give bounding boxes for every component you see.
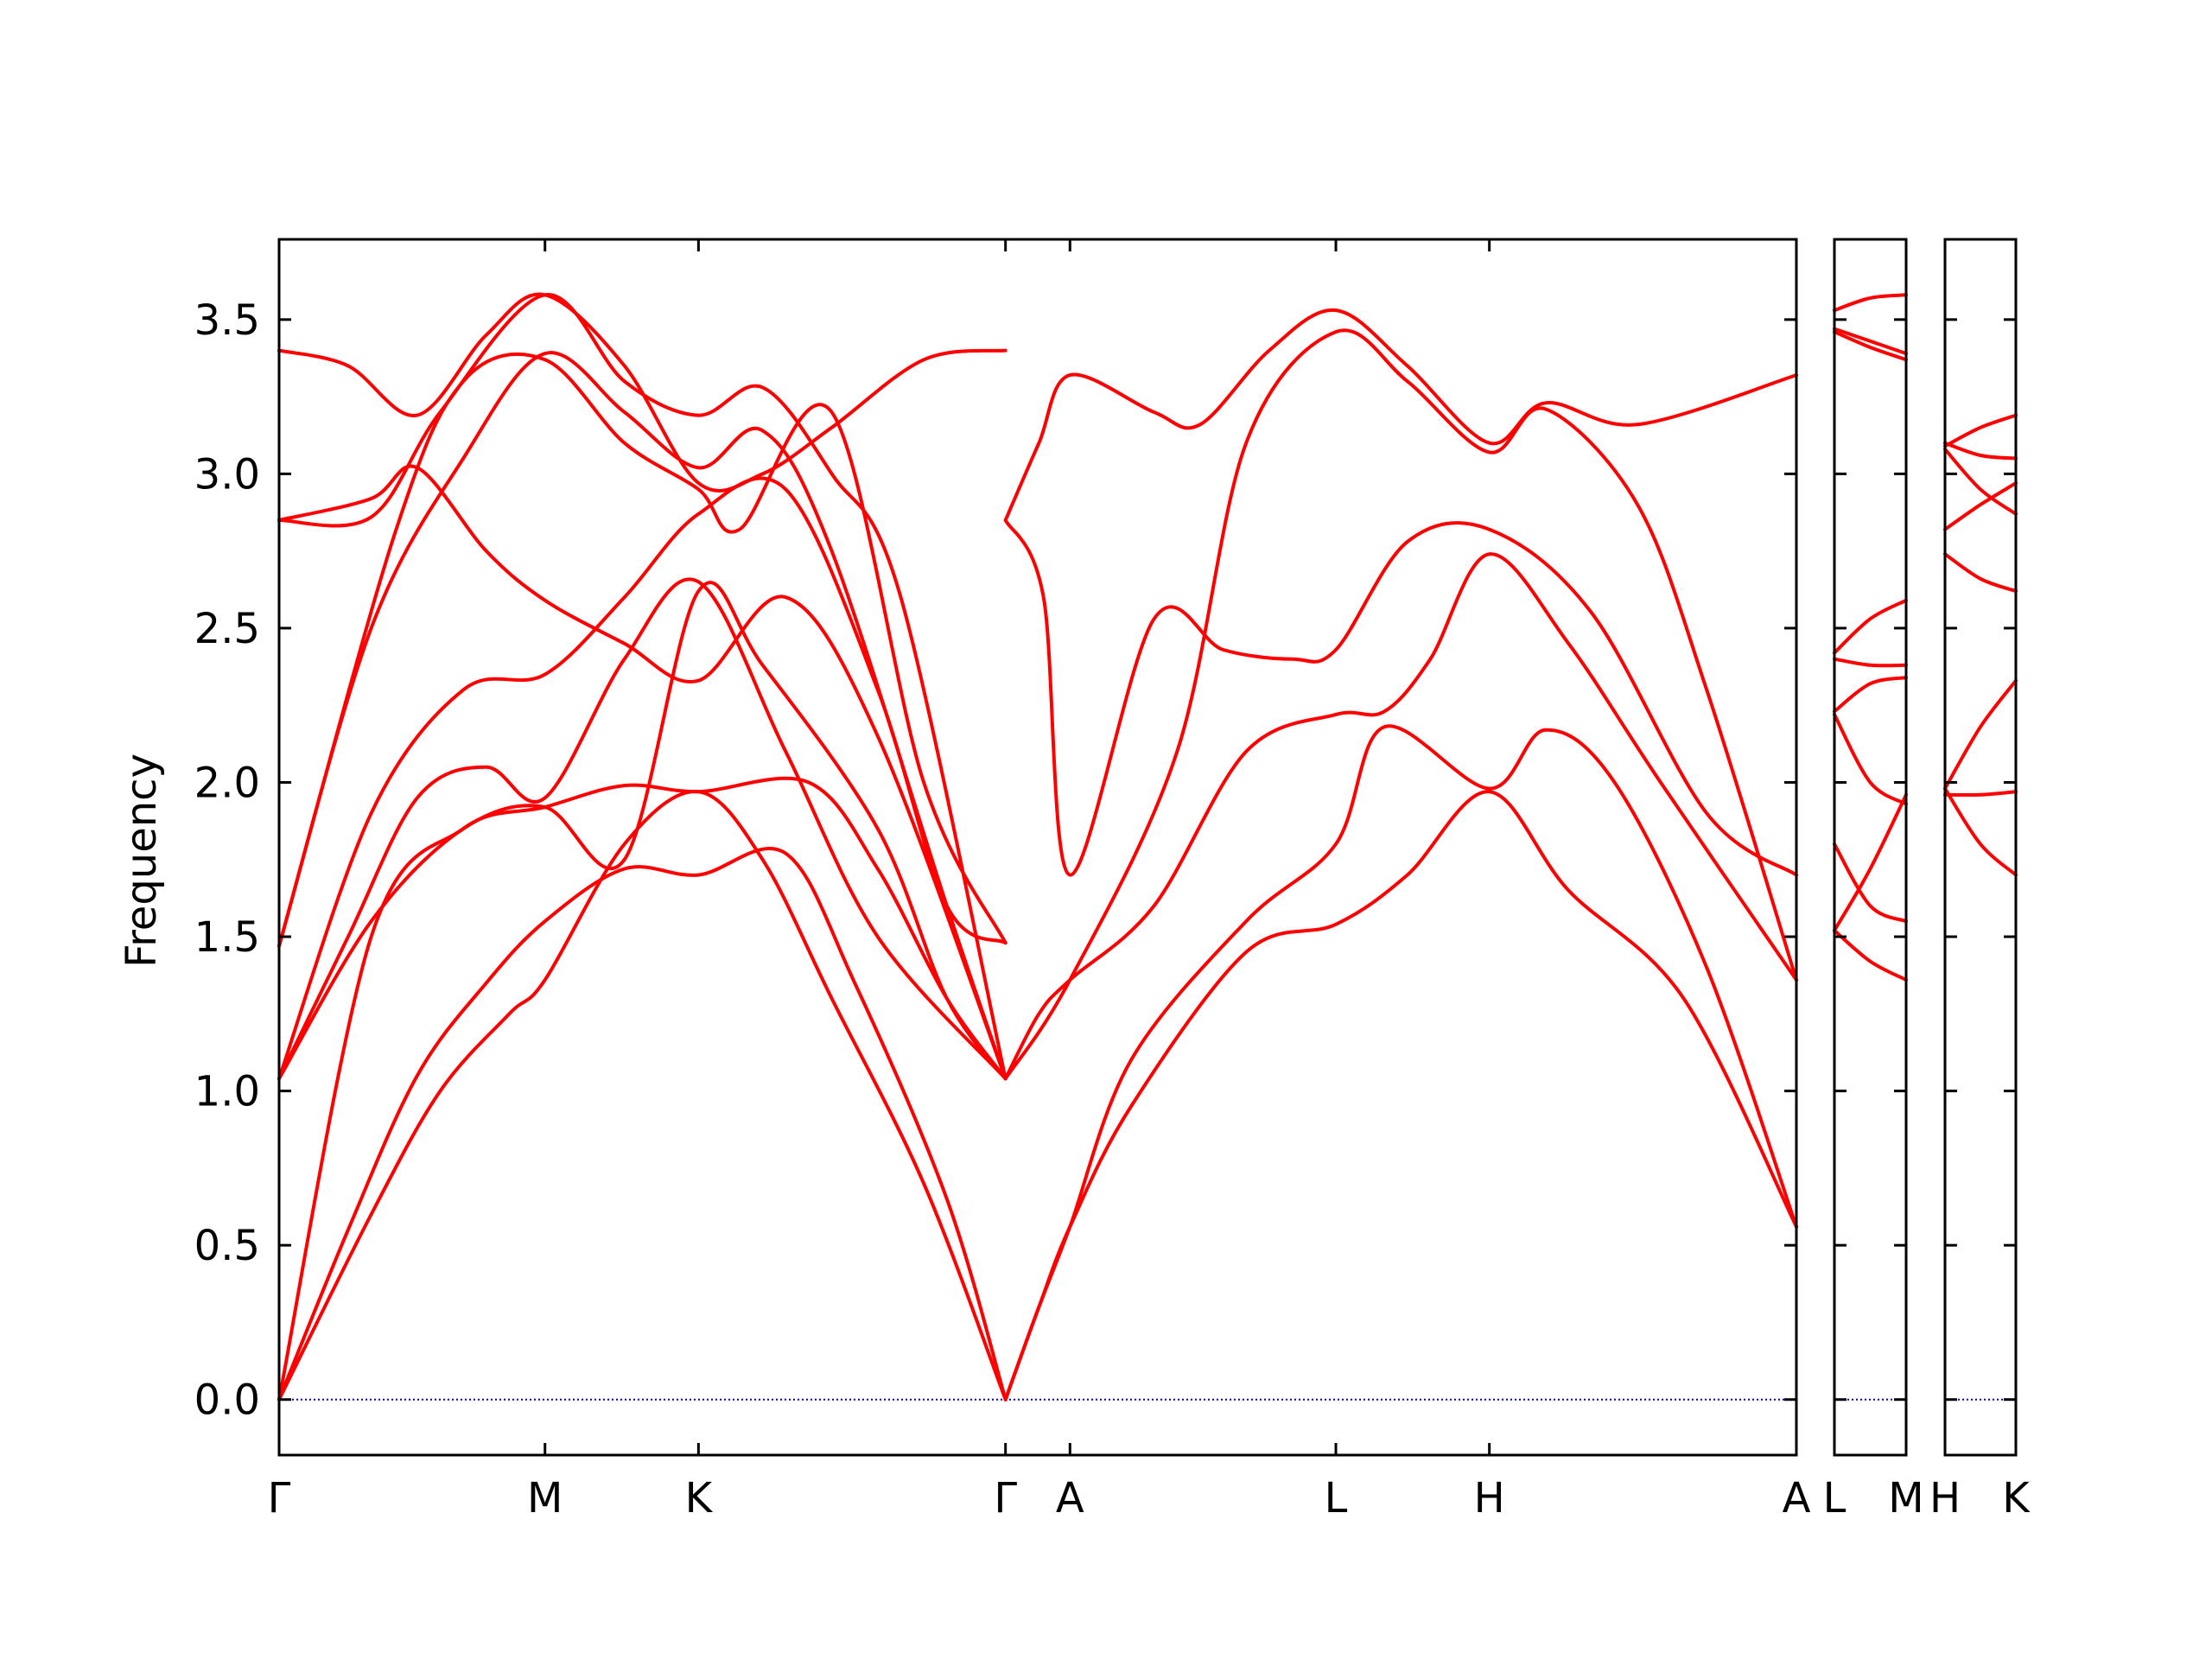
y-tick-label: 2.0 [194,760,260,808]
band-line-9 [1833,327,1908,356]
band-line-1 [277,790,1007,1402]
y-tick-label: 0.0 [194,1376,260,1425]
x-tick-label: H [1474,1474,1505,1522]
band-line-4 [1943,552,2018,594]
band-line-7 [1833,598,1908,655]
band-line-2 [1943,786,2018,877]
band-line-10 [277,293,1007,1081]
y-tick-label: 1.0 [194,1068,260,1116]
x-tick-label: A [1783,1474,1811,1522]
band-line-1 [1943,790,2018,798]
band-line-6 [1833,657,1908,668]
x-tick-label: L [1823,1474,1847,1522]
band-line-3 [277,776,1007,1402]
panel-frame [1833,238,1908,1457]
band-line-5 [1833,676,1908,714]
band-line-7 [1943,441,2018,461]
band-line-11 [277,292,1007,493]
band-line-7 [277,352,1007,948]
y-tick-label: 3.5 [194,296,260,345]
band-line-13 [1003,552,1798,1081]
band-line-2 [277,847,1007,1402]
x-tick-label: M [1888,1474,1923,1522]
panel-frame [1943,238,2018,1457]
panel-frame [277,238,1798,1457]
band-line-14 [1003,724,1798,1402]
band-line-15 [1003,790,1798,1402]
x-tick-label: A [1056,1474,1084,1522]
band-line-4 [277,581,1007,1081]
y-tick-label: 0.5 [194,1222,260,1270]
plot-layer: 0.00.51.01.52.02.53.03.5Γ M K Γ A L H A L M H K [194,238,2031,1522]
x-tick-label: Γ [994,1474,1017,1522]
x-tick-label: K [685,1474,714,1522]
band-line-10 [1833,293,1908,313]
band-line-3 [1943,678,2018,791]
band-line-6 [1943,447,2018,516]
band-line-8 [1833,330,1908,362]
band-line-3 [1833,842,1908,924]
x-tick-label: H [1929,1474,1961,1522]
x-tick-label: K [2002,1474,2031,1522]
x-tick-label: Γ [268,1474,291,1522]
band-line-5 [1943,481,2018,531]
band-line-5 [277,577,1007,1081]
band-line-4 [1833,712,1908,806]
band-line-16 [1003,308,1798,522]
y-axis-label: Frequency [118,753,166,968]
x-tick-label: L [1325,1474,1348,1522]
y-tick-label: 1.5 [194,913,260,962]
panel-main: 0.00.51.01.52.02.53.03.5Γ M K Γ A L H A [194,238,1811,1522]
band-line-17 [1003,328,1798,1081]
band-line-1 [1833,792,1908,932]
y-tick-label: 3.0 [194,450,260,499]
band-line-12 [1003,518,1798,877]
x-tick-label: M [527,1474,563,1522]
band-line-8 [1943,413,2018,448]
band-line-8 [277,351,1007,1081]
y-tick-label: 2.5 [194,605,260,653]
